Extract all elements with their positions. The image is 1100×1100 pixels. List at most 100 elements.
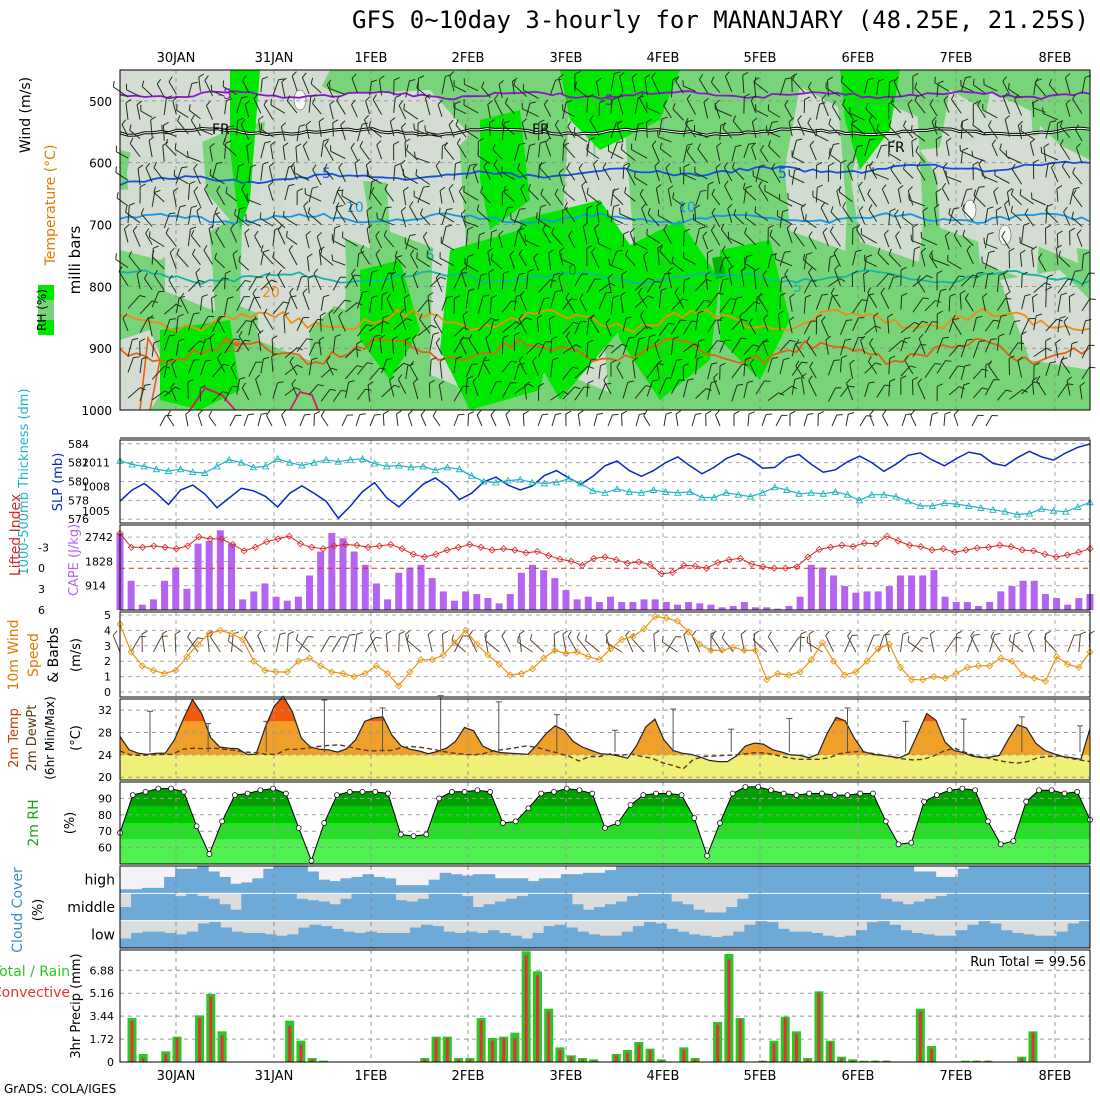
cloud-cover-bar bbox=[142, 887, 154, 894]
credit-label: GrADS: COLA/IGES bbox=[4, 1082, 117, 1096]
cloud-cover-bar bbox=[351, 893, 363, 921]
cloud-cover-bar bbox=[1023, 934, 1035, 948]
wind-barb bbox=[441, 224, 452, 245]
pressure-tick-label: 900 bbox=[89, 342, 112, 356]
wind-barb bbox=[803, 96, 811, 113]
wind-barb bbox=[675, 75, 684, 94]
rh-point bbox=[614, 820, 621, 826]
cloud-cover-bar bbox=[384, 878, 397, 894]
cloud-cover-bar bbox=[748, 893, 760, 921]
wind-barb bbox=[140, 208, 153, 227]
wind-barb bbox=[711, 188, 721, 206]
wind-speed-point bbox=[662, 614, 670, 622]
wind-barb bbox=[945, 137, 952, 156]
cloud-cover-bar bbox=[800, 931, 812, 948]
wind-barb bbox=[562, 142, 570, 162]
wind-barb bbox=[864, 362, 882, 374]
axis-label-wind-barbs: & Barbs bbox=[46, 627, 62, 683]
wind-speed-point bbox=[361, 669, 369, 678]
wind-barb bbox=[440, 236, 455, 251]
wind-speed-point bbox=[506, 671, 514, 679]
rh-point bbox=[870, 790, 876, 797]
wind-barb bbox=[1031, 293, 1038, 313]
cloud-cover-bar bbox=[599, 935, 612, 948]
cloud-cover-bar bbox=[309, 924, 322, 948]
wind-barb bbox=[424, 93, 431, 116]
wind-barb bbox=[477, 359, 490, 378]
wind-barb bbox=[972, 185, 985, 203]
wind-barb bbox=[236, 206, 246, 224]
wind-barb bbox=[259, 212, 274, 227]
axis-label-wind: Wind (m/s) bbox=[18, 77, 34, 153]
wind-barb bbox=[341, 189, 358, 206]
wind-barb bbox=[972, 315, 983, 332]
rh-point bbox=[397, 831, 404, 838]
cape-bar bbox=[1053, 598, 1061, 610]
wind-barb bbox=[809, 140, 817, 161]
wind-speed-point bbox=[372, 662, 381, 670]
wind-barb bbox=[788, 117, 795, 137]
lifted-index-point bbox=[477, 543, 485, 551]
thickness-point bbox=[843, 490, 852, 498]
wind-barb bbox=[694, 125, 708, 139]
wind-barb bbox=[860, 228, 877, 244]
wind-barb bbox=[458, 186, 467, 204]
wind-barb bbox=[199, 294, 208, 311]
wind-barb bbox=[168, 76, 177, 95]
wind-barb-10m bbox=[788, 636, 805, 653]
wind-barb bbox=[686, 146, 696, 164]
wind-barb bbox=[719, 122, 727, 141]
rh-point bbox=[500, 820, 506, 826]
wind-barb bbox=[129, 124, 141, 140]
wind-barb bbox=[809, 361, 817, 379]
wind-speed-point bbox=[183, 652, 191, 661]
lifted-index-point bbox=[860, 539, 868, 547]
wind-barb bbox=[929, 412, 939, 427]
thickness-point bbox=[552, 478, 561, 486]
wind-barb bbox=[139, 356, 148, 374]
wind-barb bbox=[787, 193, 805, 207]
wind-barb bbox=[236, 320, 253, 334]
wind-barb bbox=[1010, 188, 1022, 206]
wind-barb bbox=[244, 100, 250, 118]
wind-barb bbox=[828, 147, 841, 163]
cloud-cover-bar bbox=[296, 866, 308, 894]
wind-speed-point bbox=[528, 665, 537, 673]
wind-barb bbox=[1004, 115, 1011, 137]
wind-barb bbox=[296, 188, 303, 206]
cape-bar bbox=[685, 602, 693, 610]
wind-barb bbox=[153, 186, 165, 203]
wind-speed-point bbox=[1041, 677, 1050, 685]
wind-barb bbox=[381, 291, 388, 311]
cloud-cover-bar bbox=[781, 866, 793, 894]
rh-point bbox=[206, 851, 213, 858]
wind-barb bbox=[936, 288, 947, 308]
wind-speed-point bbox=[1019, 671, 1027, 679]
wind-barb bbox=[744, 227, 757, 246]
cape-bar bbox=[763, 607, 771, 610]
wind-barb bbox=[173, 169, 189, 185]
precip-convective-bar bbox=[1031, 1032, 1035, 1062]
wind-barb bbox=[622, 162, 630, 179]
date-label-bottom: 6FEB bbox=[842, 1069, 875, 1084]
cloud-cover-bar bbox=[577, 931, 589, 948]
slp-tick-label: 1011 bbox=[82, 457, 110, 470]
wind-barb bbox=[481, 81, 491, 98]
wind-barb bbox=[417, 185, 430, 203]
cloud-cover-bar bbox=[844, 935, 857, 948]
wind-barb bbox=[658, 377, 673, 395]
wind-barb bbox=[225, 186, 237, 202]
wind-barb bbox=[1040, 146, 1059, 161]
wind-barb bbox=[172, 187, 179, 207]
wind-barb bbox=[554, 188, 564, 206]
wind-barb-10m bbox=[442, 630, 448, 653]
wind-barb bbox=[449, 70, 455, 92]
wind-barb-10m bbox=[141, 630, 148, 653]
wind-barb bbox=[867, 188, 878, 207]
cape-bar bbox=[194, 543, 202, 610]
wind-barb bbox=[1069, 227, 1076, 246]
wind-barb bbox=[767, 224, 774, 245]
wind-barb bbox=[428, 379, 435, 398]
cloud-cover-bar bbox=[443, 931, 455, 948]
cape-bar bbox=[707, 604, 715, 610]
